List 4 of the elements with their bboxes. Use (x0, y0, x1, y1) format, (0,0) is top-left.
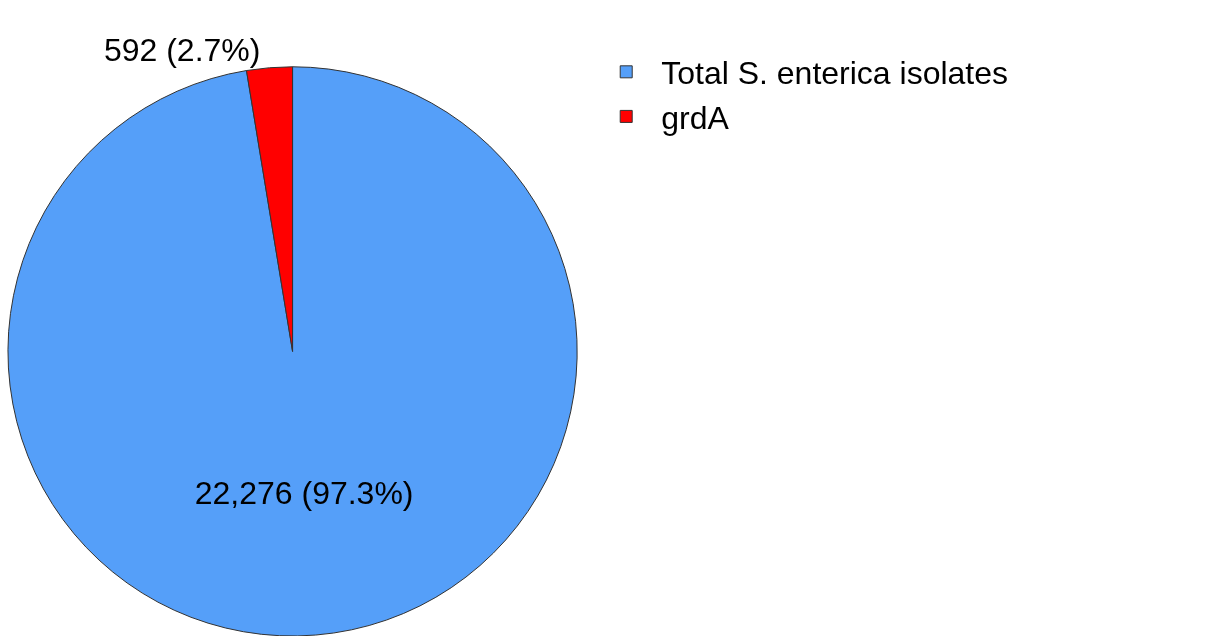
legend-label: grdA (661, 99, 730, 136)
data-label: 592 (2.7%) (103, 31, 261, 68)
legend-label: Total S. enterica isolates (661, 55, 1009, 92)
data-label: 22,276 (97.3%) (194, 475, 414, 512)
